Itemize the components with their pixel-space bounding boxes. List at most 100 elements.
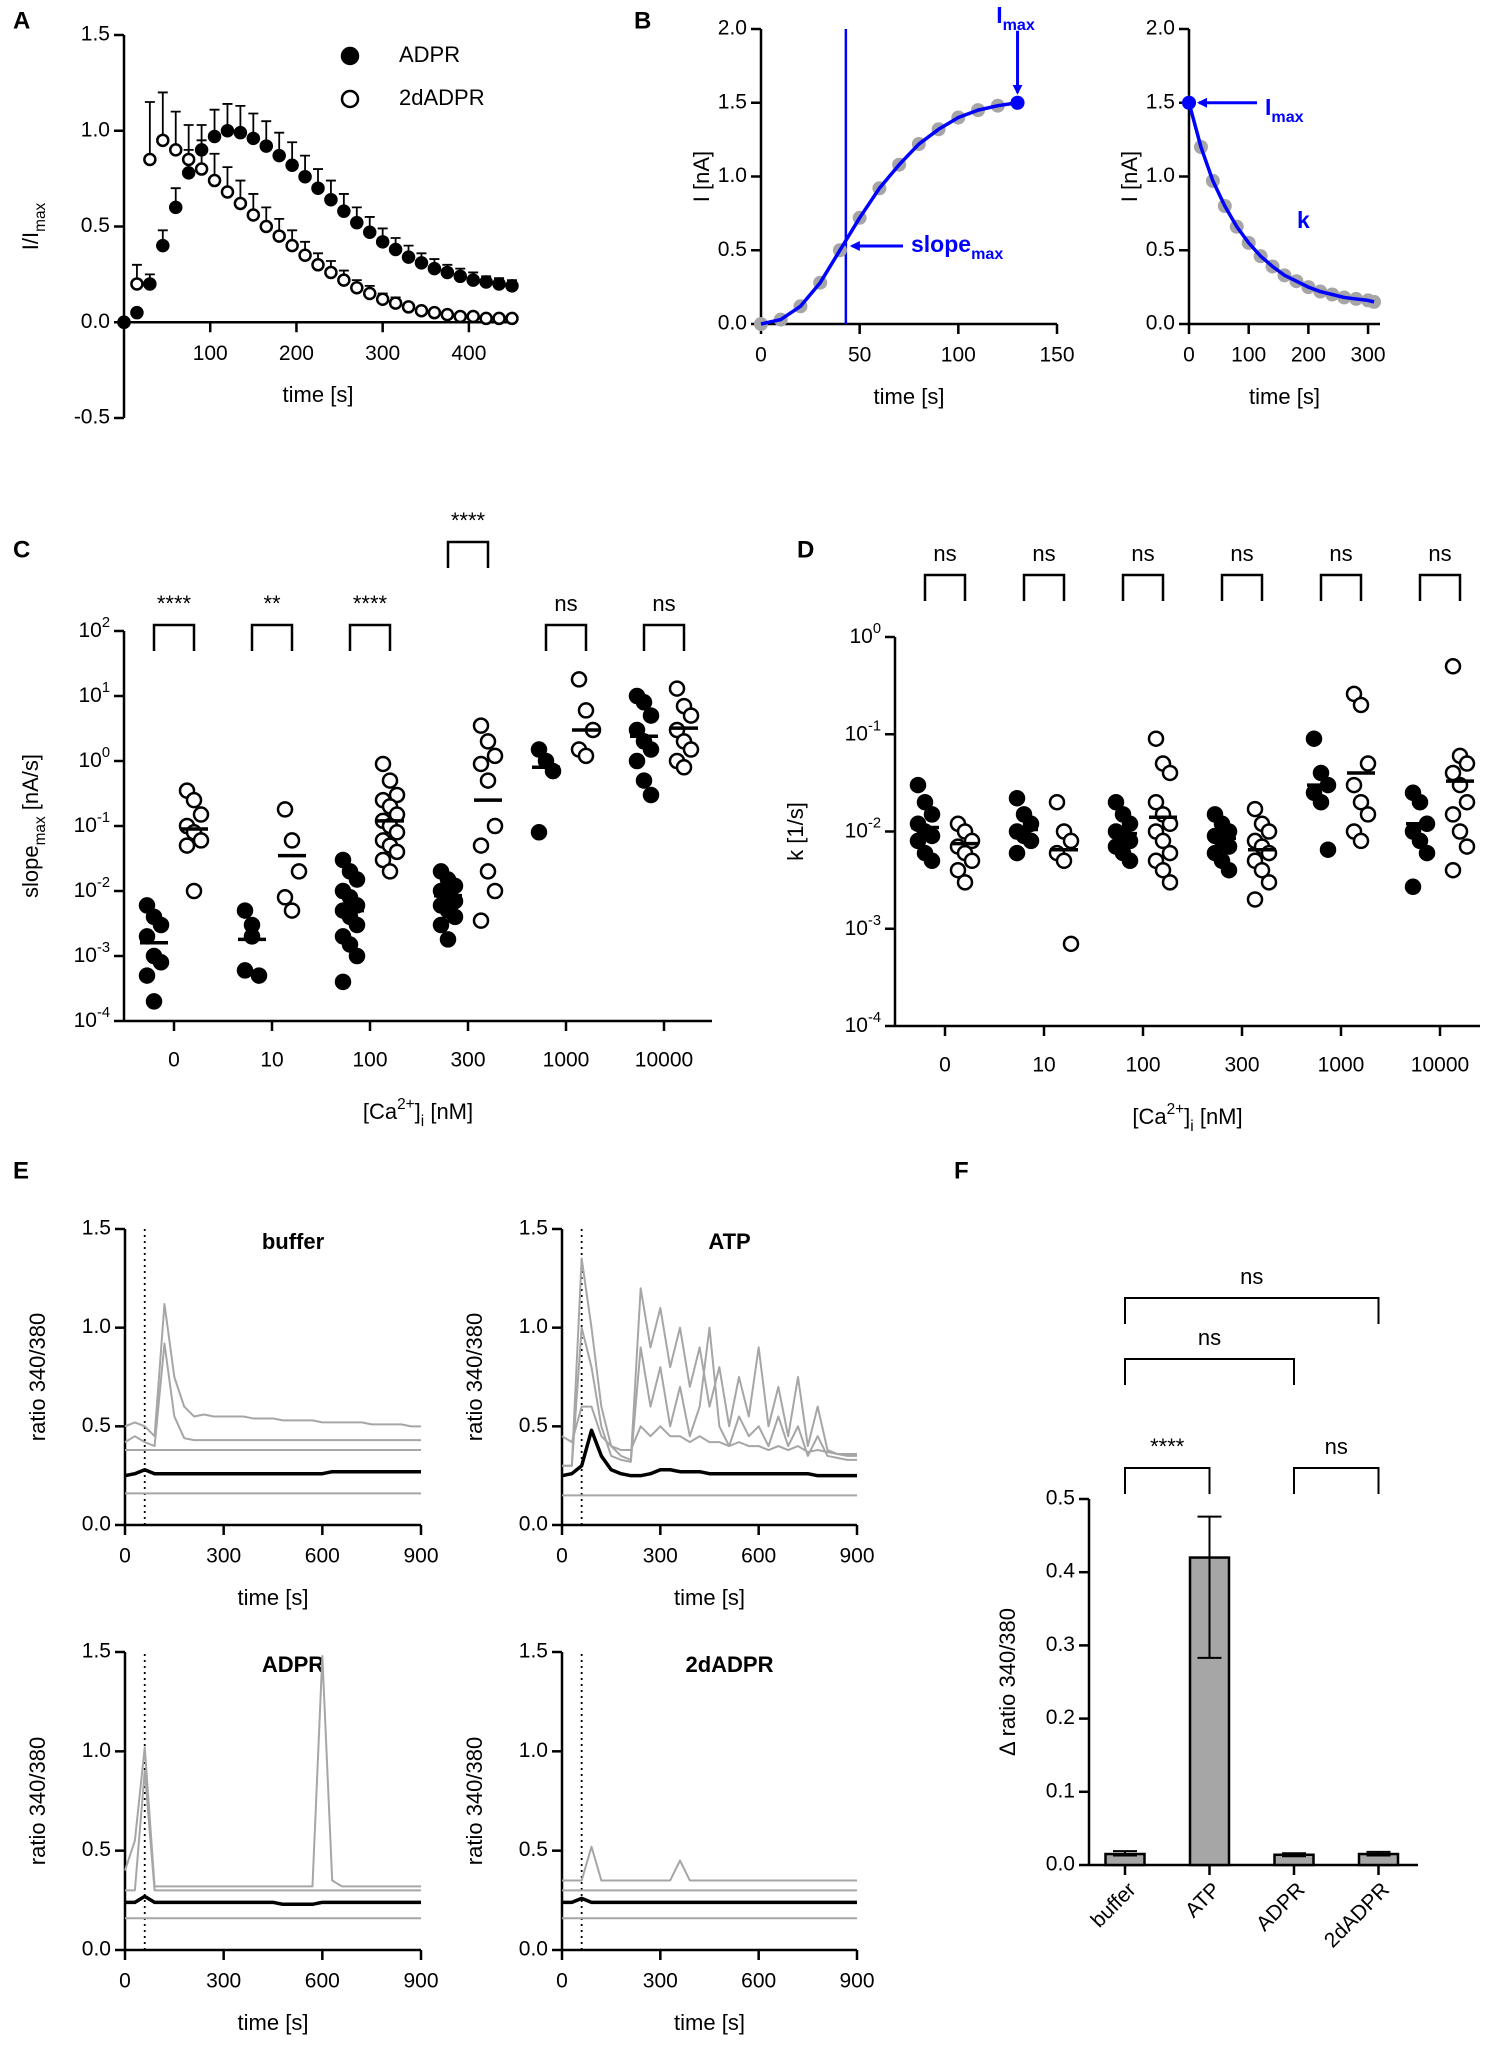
data-point <box>909 832 927 850</box>
data-point <box>236 902 254 919</box>
y-axis-label: I [nA] <box>1117 151 1142 202</box>
data-line <box>760 101 1018 326</box>
x-tick-label: ADPR <box>1252 1878 1310 1936</box>
data-point <box>1121 815 1139 833</box>
data-line <box>562 1845 857 1882</box>
y-tick-label: 10-2 <box>845 815 881 842</box>
data-point <box>668 680 686 697</box>
data-line <box>561 1405 857 1455</box>
x-tick-label: 0 <box>939 1054 951 1077</box>
panel-letter: B <box>634 7 651 34</box>
data-point <box>675 759 693 776</box>
data-point <box>138 967 156 984</box>
imax-label: Imax <box>996 2 1035 34</box>
data-line <box>124 1467 421 1478</box>
data-point <box>1260 874 1278 891</box>
data-point <box>486 882 504 900</box>
data-point <box>401 300 416 314</box>
data-point <box>337 273 351 287</box>
data-point <box>1359 755 1377 772</box>
significance-label: ns <box>1240 1264 1263 1289</box>
data-point <box>246 131 261 146</box>
y-axis-label: slopemax [nA/s] <box>18 754 49 898</box>
data-point <box>283 902 301 919</box>
data-point <box>909 776 927 794</box>
subplot-title: ATP <box>708 1229 750 1254</box>
data-point <box>414 304 429 318</box>
y-axis-label-part: I/I <box>18 232 43 250</box>
data-point <box>194 162 209 176</box>
data-point <box>479 733 497 750</box>
y-axis-label: ratio 340/380 <box>462 1737 487 1865</box>
y-tick-label-exp: 0 <box>102 745 110 761</box>
data-point <box>1418 844 1436 862</box>
data-point <box>324 265 338 280</box>
x-tick-label: 300 <box>450 1049 485 1072</box>
data-point <box>1121 852 1139 870</box>
y-tick-label: 0.0 <box>519 1938 548 1961</box>
y-tick-label: 0.4 <box>1046 1560 1076 1583</box>
data-point <box>348 871 366 888</box>
y-tick-label-exp: -2 <box>868 815 881 831</box>
data-point <box>479 772 497 789</box>
y-axis-label-part: [nA/s] <box>18 754 43 816</box>
x-tick-label: 0 <box>556 1970 568 1993</box>
y-tick-label: 1.5 <box>519 1640 548 1663</box>
data-point <box>440 265 455 280</box>
data-point <box>1022 832 1040 850</box>
data-point <box>642 707 660 724</box>
significance-bracket <box>1124 1358 1295 1385</box>
data-point <box>185 791 203 809</box>
x-axis-label: time [s] <box>238 2010 309 2035</box>
data-point <box>348 916 366 934</box>
y-tick-label: 10-4 <box>845 1010 881 1037</box>
data-line <box>561 1428 857 1478</box>
data-point <box>472 717 490 734</box>
y-tick-label: 0.0 <box>81 310 110 333</box>
error-bar <box>1113 1850 1137 1857</box>
x-tick-label: 2dADPR <box>1320 1878 1394 1952</box>
error-bar <box>1282 1852 1306 1858</box>
data-point <box>432 916 450 934</box>
significance-bracket <box>1418 573 1462 601</box>
data-point <box>1147 730 1165 747</box>
x-tick-label: 0 <box>755 344 767 367</box>
x-tick-label: 100 <box>1231 344 1266 367</box>
data-point <box>1147 793 1165 811</box>
x-tick-label: 0 <box>556 1545 568 1568</box>
error-bar <box>157 91 168 141</box>
x-tick-label: 900 <box>403 1970 438 1993</box>
y-axis-label: Δ ratio 340/380 <box>995 1608 1020 1756</box>
y-axis-label-part: slope <box>18 845 43 898</box>
data-point <box>1246 800 1264 818</box>
y-tick-label-base: 10 <box>78 749 101 772</box>
panel-letter: F <box>954 1157 969 1184</box>
x-axis-label-part: [Ca <box>363 1099 398 1124</box>
data-point <box>479 275 493 289</box>
significance-label: ns <box>652 591 675 616</box>
error-bar <box>144 101 155 160</box>
y-tick-label: 0.5 <box>519 1838 548 1861</box>
y-tick-label-exp: -3 <box>868 913 881 929</box>
significance-bracket <box>1124 1467 1211 1494</box>
significance-bracket <box>1121 573 1165 601</box>
data-point <box>341 936 359 953</box>
x-tick-label: 10000 <box>1411 1054 1469 1077</box>
y-tick-label: 10-3 <box>845 913 881 940</box>
x-axis-label-part: ] <box>1184 1104 1190 1129</box>
significance-label: **** <box>451 508 486 533</box>
x-tick-label: 900 <box>403 1545 438 1568</box>
data-point <box>1458 793 1476 811</box>
y-tick-label: -0.5 <box>74 406 110 429</box>
data-point <box>311 258 325 272</box>
data-point <box>130 277 144 291</box>
data-point <box>388 824 406 841</box>
x-tick-label: 600 <box>305 1545 340 1568</box>
significance-label: ns <box>1198 1325 1221 1350</box>
x-tick-label: 200 <box>1291 344 1326 367</box>
data-point <box>168 200 183 215</box>
x-tick-label: 300 <box>365 342 400 365</box>
data-point <box>466 309 480 324</box>
